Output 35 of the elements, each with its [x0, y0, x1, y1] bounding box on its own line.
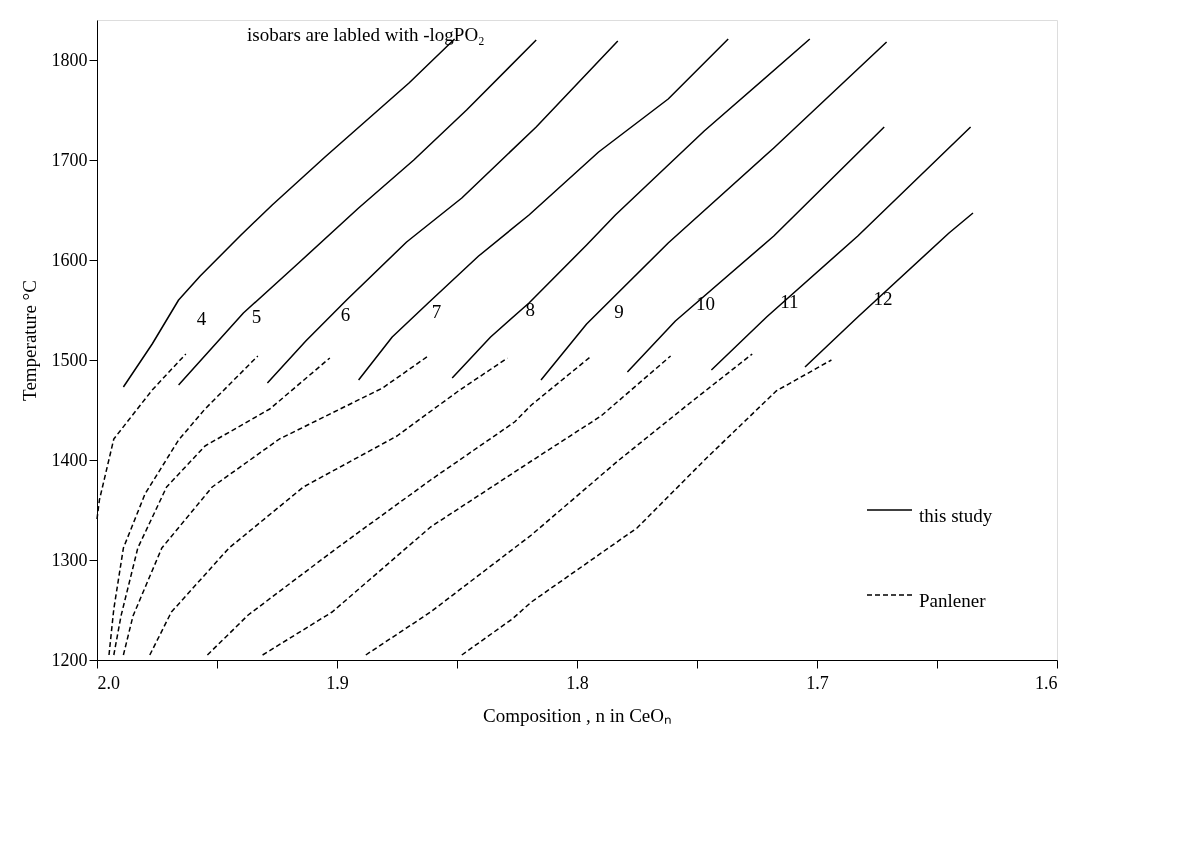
- annotation: isobars are labled with -logPO₂: [247, 24, 485, 45]
- legend-label: this study: [919, 505, 993, 526]
- y-tick-label: 1500: [51, 349, 88, 370]
- annotation: 5: [251, 306, 262, 327]
- x-tick-label: 1.8: [566, 672, 589, 693]
- y-tick-label: 1300: [51, 549, 88, 570]
- y-axis-title: Temperature °C: [18, 280, 40, 401]
- annotation: 6: [340, 304, 351, 325]
- annotation: 11: [780, 291, 799, 312]
- line-series: [461, 359, 833, 656]
- x-tick-label: 1.9: [326, 672, 349, 693]
- y-tick-label: 1400: [51, 449, 88, 470]
- line-series: [206, 355, 593, 656]
- y-tick-label: 1200: [51, 649, 88, 670]
- annotation: 4: [196, 308, 207, 329]
- annotation: 7: [431, 301, 442, 322]
- x-tick-label: 1.6: [1035, 672, 1058, 693]
- annotation: 12: [873, 288, 893, 309]
- line-series: [108, 355, 259, 656]
- line-series: [261, 355, 672, 656]
- y-tick-label: 1600: [51, 249, 88, 270]
- legend-label: Panlener: [919, 590, 987, 611]
- x-tick-label: 1.7: [806, 672, 829, 693]
- x-tick-label: 2.0: [97, 672, 120, 693]
- line-series: [113, 357, 331, 656]
- annotation: 8: [525, 299, 535, 320]
- annotation: 10: [695, 293, 715, 314]
- y-tick-label: 1700: [51, 149, 88, 170]
- line-series: [365, 353, 753, 656]
- line-series: [149, 357, 509, 656]
- line-series: [122, 355, 429, 656]
- y-tick-label: 1800: [51, 49, 88, 70]
- annotation: 9: [614, 301, 624, 322]
- line-series: [804, 212, 974, 368]
- x-axis-title: Composition , n in CeOₙ: [482, 704, 673, 726]
